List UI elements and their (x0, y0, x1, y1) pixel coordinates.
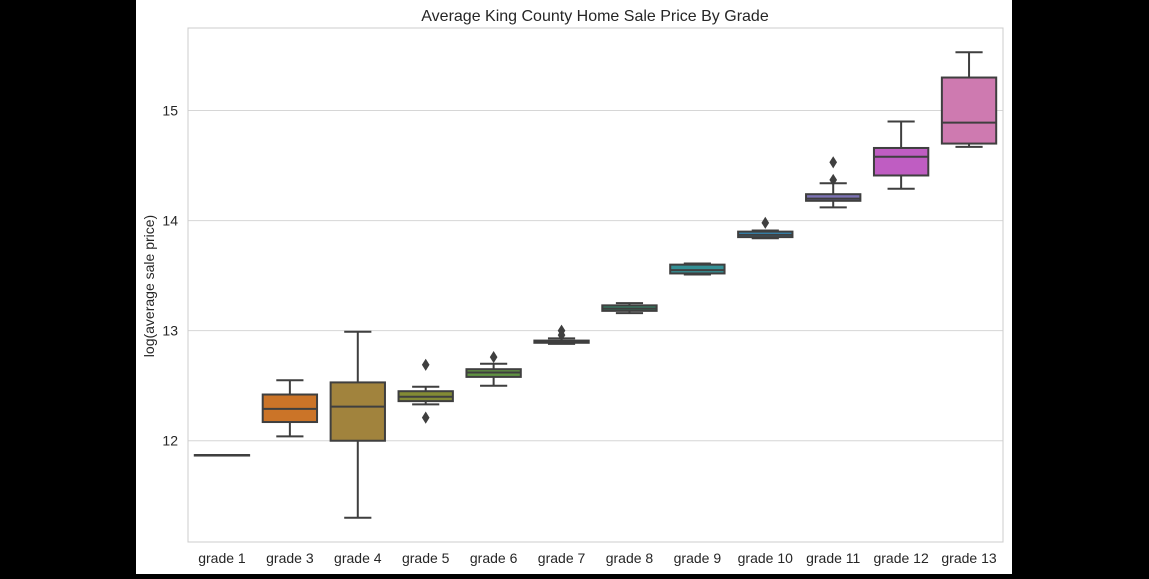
y-tick-label: 15 (162, 103, 178, 119)
box-iqr (872, 146, 930, 177)
y-tick-labels: 12 13 14 15 (162, 103, 178, 449)
box-grade-4 (329, 330, 386, 519)
box-grade-10 (737, 216, 794, 240)
outlier-point (489, 351, 498, 364)
outlier-point (829, 173, 838, 186)
box-plot-chart: Average King County Home Sale Price By G… (141, 8, 1004, 566)
box-grade-6 (465, 351, 522, 387)
outlier-point (761, 216, 770, 229)
outlier-point (421, 358, 430, 371)
plot-frame (187, 27, 1004, 543)
x-tick-label: grade 7 (538, 550, 586, 566)
box-grade-12 (872, 120, 930, 190)
box-grade-1 (193, 454, 251, 457)
x-tick-label: grade 5 (402, 550, 450, 566)
x-tick-label: grade 8 (606, 550, 654, 566)
y-tick-label: 14 (162, 213, 178, 229)
x-tick-label: grade 11 (806, 550, 860, 566)
x-tick-labels: grade 1 grade 3 grade 4 grade 5 grade 6 grade… (198, 550, 997, 566)
y-tick-label: 13 (162, 323, 178, 339)
box-grade-13 (940, 51, 998, 148)
x-tick-label: grade 3 (266, 550, 314, 566)
box-grade-11 (805, 156, 862, 209)
outlier-point (421, 411, 430, 424)
gridlines (188, 110, 1003, 442)
chart-figure: Average King County Home Sale Price By G… (136, 0, 1012, 574)
x-tick-label: grade 1 (198, 550, 246, 566)
box-grade-7 (533, 324, 590, 345)
box-grade-8 (601, 302, 658, 315)
y-axis-label: log(average sale price) (141, 215, 157, 357)
box-grade-9 (669, 262, 726, 276)
outlier-point (829, 156, 838, 169)
x-tick-label: grade 6 (470, 550, 518, 566)
box-iqr (805, 193, 862, 202)
y-tick-label: 12 (162, 433, 178, 449)
x-tick-label: grade 10 (738, 550, 793, 566)
chart-title: Average King County Home Sale Price By G… (421, 8, 769, 25)
box-iqr (669, 263, 726, 275)
x-tick-label: grade 13 (941, 550, 996, 566)
x-tick-label: grade 12 (873, 550, 928, 566)
x-tick-label: grade 9 (674, 550, 722, 566)
x-tick-label: grade 4 (334, 550, 382, 566)
box-iqr (940, 76, 998, 145)
box-grade-5 (397, 358, 454, 424)
box-grade-3 (261, 379, 319, 438)
box-iqr (329, 381, 386, 442)
boxes (193, 51, 998, 519)
